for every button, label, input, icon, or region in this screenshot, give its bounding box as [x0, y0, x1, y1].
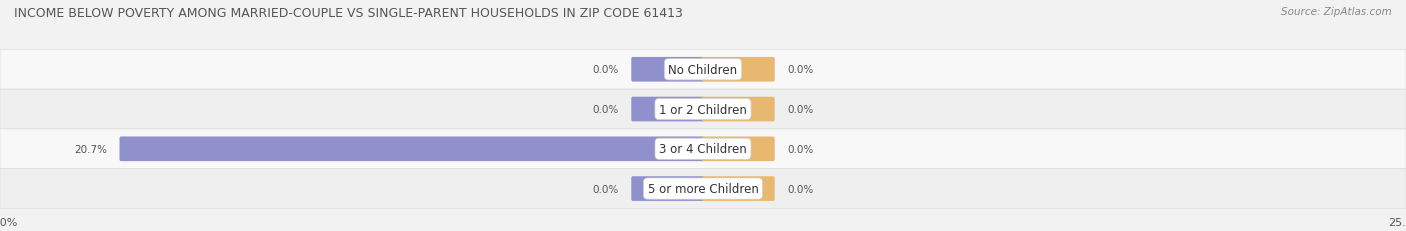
Text: 0.0%: 0.0% — [787, 105, 814, 115]
FancyBboxPatch shape — [631, 97, 704, 122]
Text: 0.0%: 0.0% — [787, 144, 814, 154]
Text: 20.7%: 20.7% — [75, 144, 107, 154]
FancyBboxPatch shape — [702, 58, 775, 82]
FancyBboxPatch shape — [0, 169, 1406, 209]
Text: 0.0%: 0.0% — [592, 184, 619, 194]
Text: 5 or more Children: 5 or more Children — [648, 182, 758, 195]
FancyBboxPatch shape — [702, 137, 775, 161]
FancyBboxPatch shape — [120, 137, 704, 161]
Text: 1 or 2 Children: 1 or 2 Children — [659, 103, 747, 116]
Text: No Children: No Children — [668, 64, 738, 76]
Text: 3 or 4 Children: 3 or 4 Children — [659, 143, 747, 156]
Text: 0.0%: 0.0% — [787, 184, 814, 194]
FancyBboxPatch shape — [0, 90, 1406, 129]
Text: 0.0%: 0.0% — [592, 65, 619, 75]
FancyBboxPatch shape — [702, 176, 775, 201]
Text: 0.0%: 0.0% — [787, 65, 814, 75]
Text: Source: ZipAtlas.com: Source: ZipAtlas.com — [1281, 7, 1392, 17]
FancyBboxPatch shape — [0, 50, 1406, 90]
Text: INCOME BELOW POVERTY AMONG MARRIED-COUPLE VS SINGLE-PARENT HOUSEHOLDS IN ZIP COD: INCOME BELOW POVERTY AMONG MARRIED-COUPL… — [14, 7, 683, 20]
Text: 0.0%: 0.0% — [592, 105, 619, 115]
FancyBboxPatch shape — [631, 176, 704, 201]
FancyBboxPatch shape — [631, 58, 704, 82]
FancyBboxPatch shape — [0, 129, 1406, 169]
FancyBboxPatch shape — [702, 97, 775, 122]
